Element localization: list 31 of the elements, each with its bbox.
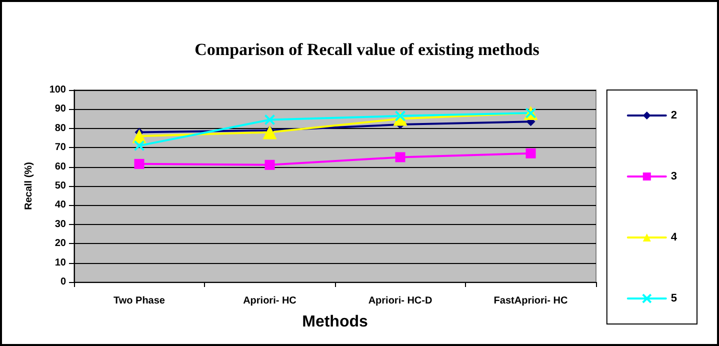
y-tick-label: 50: [54, 180, 66, 192]
point: [262, 125, 277, 140]
legend-label: 3: [670, 170, 678, 182]
point: [264, 160, 275, 170]
y-tick-label: 100: [49, 84, 66, 96]
y-tick-label: 0: [60, 276, 66, 288]
x-tick-label: Apriori- HC: [243, 296, 296, 306]
point: [395, 152, 406, 162]
legend-label: 4: [670, 232, 678, 244]
point: [526, 148, 536, 158]
point: [394, 110, 406, 122]
x-axis-title: Methods: [302, 314, 368, 330]
y-tick-label: 80: [54, 122, 66, 134]
legend-label: 2: [670, 110, 678, 122]
y-tick-label: 30: [54, 218, 66, 230]
x-tick-label: Apriori- HC-D: [368, 296, 432, 306]
point: [264, 114, 276, 126]
y-tick-label: 90: [54, 104, 66, 115]
y-axis-title: Recall (%): [24, 162, 34, 210]
y-tick-label: 70: [54, 142, 66, 154]
x-tick-label: FastApriori- HC: [494, 296, 568, 306]
point: [134, 158, 144, 169]
point: [132, 129, 146, 144]
y-tick-label: 20: [54, 238, 66, 250]
x-tick-label: Two Phase: [114, 296, 166, 306]
y-tick-label: 60: [54, 161, 66, 172]
legend-label: 5: [670, 292, 678, 304]
y-tick-label: 10: [54, 257, 66, 268]
point: [134, 140, 145, 152]
chart-title: Comparison of Recall value of existing methods: [194, 40, 540, 59]
y-tick-label: 40: [54, 200, 66, 211]
